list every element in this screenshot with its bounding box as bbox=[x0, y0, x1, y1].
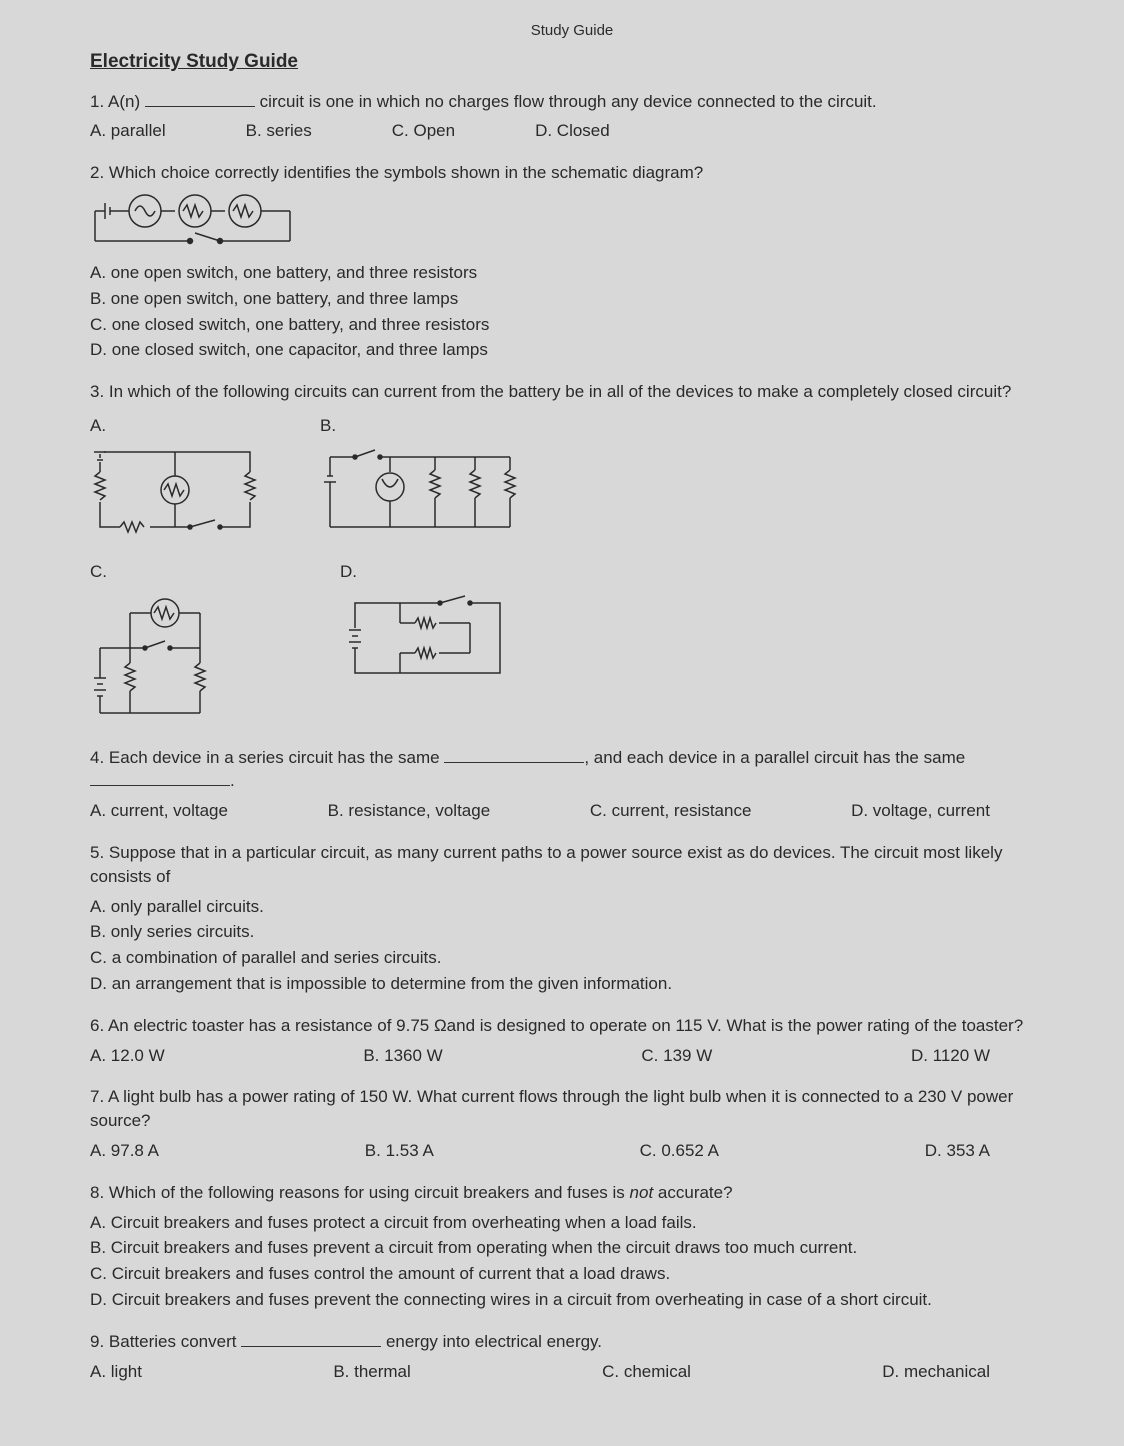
q3-label-a: A. bbox=[90, 414, 260, 438]
question-5: 5. Suppose that in a particular circuit,… bbox=[90, 841, 1054, 996]
q6-opt-d[interactable]: D. 1120 W bbox=[911, 1044, 990, 1068]
question-1: 1. A(n) circuit is one in which no charg… bbox=[90, 90, 1054, 144]
q7-opt-d[interactable]: D. 353 A bbox=[925, 1139, 990, 1163]
q6-opt-b[interactable]: B. 1360 W bbox=[363, 1044, 442, 1068]
q1-num: 1. bbox=[90, 92, 104, 111]
q4-text: 4. Each device in a series circuit has t… bbox=[90, 746, 1054, 794]
page-header-small: Study Guide bbox=[90, 20, 1054, 41]
q2-opt-a[interactable]: A. one open switch, one battery, and thr… bbox=[90, 261, 1054, 285]
q4-opt-c[interactable]: C. current, resistance bbox=[590, 799, 752, 823]
q4-opt-a[interactable]: A. current, voltage bbox=[90, 799, 228, 823]
page-title: Electricity Study Guide bbox=[90, 49, 1054, 76]
q4-blank-1[interactable] bbox=[444, 749, 584, 763]
q9-opt-c[interactable]: C. chemical bbox=[602, 1360, 691, 1384]
q9-post: energy into electrical energy. bbox=[386, 1332, 602, 1351]
q9-opt-b[interactable]: B. thermal bbox=[333, 1360, 410, 1384]
q3-circuit-b-icon bbox=[320, 442, 520, 542]
question-7: 7. A light bulb has a power rating of 15… bbox=[90, 1085, 1054, 1162]
q3-circuit-a-icon bbox=[90, 442, 260, 542]
q7-opt-c[interactable]: C. 0.652 A bbox=[640, 1139, 719, 1163]
q7-options: A. 97.8 A B. 1.53 A C. 0.652 A D. 353 A bbox=[90, 1139, 990, 1163]
q3-circuit-c-icon bbox=[90, 588, 240, 728]
q1-opt-d[interactable]: D. Closed bbox=[535, 119, 610, 143]
q1-opt-a[interactable]: A. parallel bbox=[90, 119, 166, 143]
q2-opt-d[interactable]: D. one closed switch, one capacitor, and… bbox=[90, 338, 1054, 362]
q2-options: A. one open switch, one battery, and thr… bbox=[90, 261, 1054, 362]
q6-opt-c[interactable]: C. 139 W bbox=[641, 1044, 712, 1068]
q4-blank-2[interactable] bbox=[90, 772, 230, 786]
q8-opt-a[interactable]: A. Circuit breakers and fuses protect a … bbox=[90, 1211, 1054, 1235]
q1-options: A. parallel B. series C. Open D. Closed bbox=[90, 119, 1054, 143]
q1-opt-b[interactable]: B. series bbox=[246, 119, 312, 143]
q5-text: 5. Suppose that in a particular circuit,… bbox=[90, 841, 1054, 889]
q7-opt-a[interactable]: A. 97.8 A bbox=[90, 1139, 159, 1163]
q9-opt-d[interactable]: D. mechanical bbox=[882, 1360, 990, 1384]
q3-row-1: A. bbox=[90, 414, 1054, 542]
q3-diagram-b: B. bbox=[320, 414, 520, 542]
q4-pre: 4. Each device in a series circuit has t… bbox=[90, 748, 440, 767]
q5-opt-a[interactable]: A. only parallel circuits. bbox=[90, 895, 1054, 919]
q1-post: circuit is one in which no charges flow … bbox=[260, 92, 877, 111]
q4-mid: , and each device in a parallel circuit … bbox=[584, 748, 965, 767]
q7-text: 7. A light bulb has a power rating of 15… bbox=[90, 1085, 1054, 1133]
q3-label-c: C. bbox=[90, 560, 240, 584]
q9-options: A. light B. thermal C. chemical D. mecha… bbox=[90, 1360, 990, 1384]
q4-opt-d[interactable]: D. voltage, current bbox=[851, 799, 990, 823]
q8-opt-c[interactable]: C. Circuit breakers and fuses control th… bbox=[90, 1262, 1054, 1286]
q3-label-d: D. bbox=[340, 560, 510, 584]
q8-opt-d[interactable]: D. Circuit breakers and fuses prevent th… bbox=[90, 1288, 1054, 1312]
q7-opt-b[interactable]: B. 1.53 A bbox=[365, 1139, 434, 1163]
q3-diagram-a: A. bbox=[90, 414, 260, 542]
q3-diagram-c: C. bbox=[90, 560, 240, 728]
q6-text: 6. An electric toaster has a resistance … bbox=[90, 1014, 1054, 1038]
q3-row-2: C. bbox=[90, 560, 1054, 728]
q8-text: 8. Which of the following reasons for us… bbox=[90, 1181, 1054, 1205]
q1-opt-c[interactable]: C. Open bbox=[392, 119, 455, 143]
q6-opt-a[interactable]: A. 12.0 W bbox=[90, 1044, 165, 1068]
question-4: 4. Each device in a series circuit has t… bbox=[90, 746, 1054, 823]
q1-blank[interactable] bbox=[145, 93, 255, 107]
q8-opt-b[interactable]: B. Circuit breakers and fuses prevent a … bbox=[90, 1236, 1054, 1260]
question-8: 8. Which of the following reasons for us… bbox=[90, 1181, 1054, 1312]
q9-opt-a[interactable]: A. light bbox=[90, 1360, 142, 1384]
q5-opt-b[interactable]: B. only series circuits. bbox=[90, 920, 1054, 944]
q4-options: A. current, voltage B. resistance, volta… bbox=[90, 799, 990, 823]
q9-text: 9. Batteries convert energy into electri… bbox=[90, 1330, 1054, 1354]
q8-options: A. Circuit breakers and fuses protect a … bbox=[90, 1211, 1054, 1312]
question-2: 2. Which choice correctly identifies the… bbox=[90, 161, 1054, 362]
question-9: 9. Batteries convert energy into electri… bbox=[90, 1330, 1054, 1384]
q2-opt-c[interactable]: C. one closed switch, one battery, and t… bbox=[90, 313, 1054, 337]
q3-text: 3. In which of the following circuits ca… bbox=[90, 380, 1054, 404]
q3-diagram-d: D. bbox=[340, 560, 510, 728]
q5-options: A. only parallel circuits. B. only serie… bbox=[90, 895, 1054, 996]
q9-pre: 9. Batteries convert bbox=[90, 1332, 236, 1351]
q4-opt-b[interactable]: B. resistance, voltage bbox=[328, 799, 491, 823]
question-3: 3. In which of the following circuits ca… bbox=[90, 380, 1054, 727]
q6-options: A. 12.0 W B. 1360 W C. 139 W D. 1120 W bbox=[90, 1044, 990, 1068]
q3-circuit-d-icon bbox=[340, 588, 510, 688]
question-6: 6. An electric toaster has a resistance … bbox=[90, 1014, 1054, 1068]
q9-blank[interactable] bbox=[241, 1333, 381, 1347]
q2-schematic-diagram bbox=[90, 191, 300, 251]
q2-opt-b[interactable]: B. one open switch, one battery, and thr… bbox=[90, 287, 1054, 311]
q5-opt-c[interactable]: C. a combination of parallel and series … bbox=[90, 946, 1054, 970]
q5-opt-d[interactable]: D. an arrangement that is impossible to … bbox=[90, 972, 1054, 996]
q3-label-b: B. bbox=[320, 414, 520, 438]
q1-pre: A(n) bbox=[108, 92, 140, 111]
q1-text: 1. A(n) circuit is one in which no charg… bbox=[90, 90, 1054, 114]
q2-text: 2. Which choice correctly identifies the… bbox=[90, 161, 1054, 185]
